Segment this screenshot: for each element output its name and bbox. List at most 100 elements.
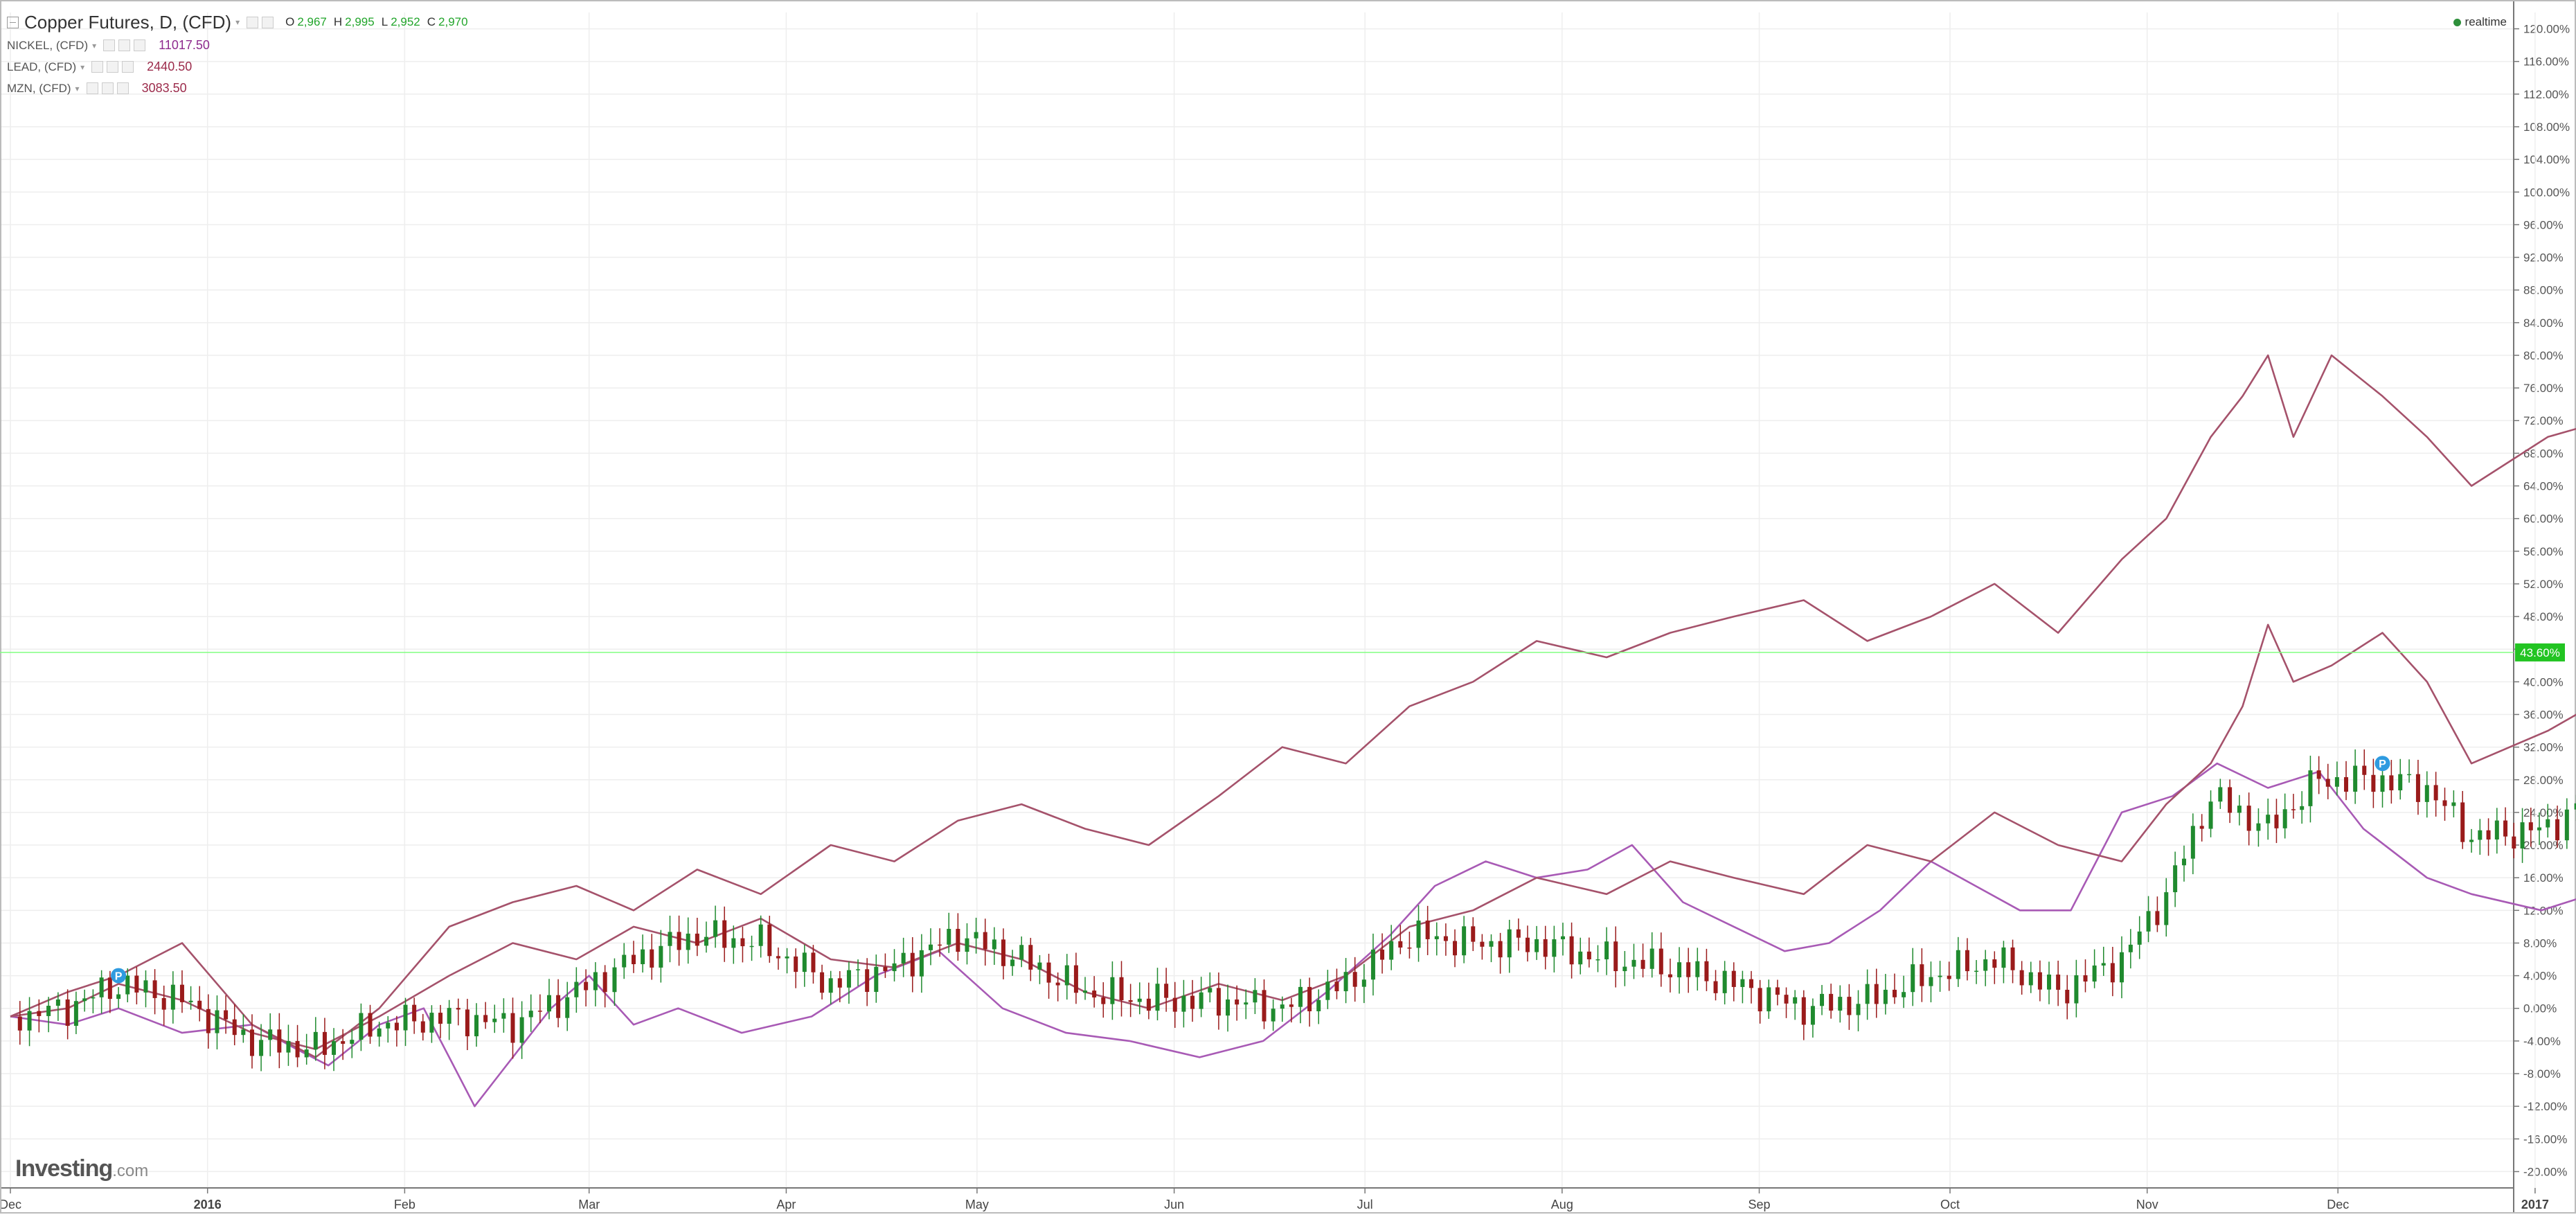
- candle-body: [483, 1015, 488, 1022]
- candle-body: [2325, 779, 2330, 787]
- y-tick-label: 112.00%: [2523, 88, 2569, 101]
- mzn-hide-icon[interactable]: [101, 82, 114, 94]
- lead-caret-icon[interactable]: ▾: [80, 62, 85, 72]
- candle-body: [1046, 962, 1051, 983]
- candle-body: [1010, 959, 1015, 966]
- candle-body: [386, 1022, 391, 1029]
- candle-body: [286, 1040, 291, 1053]
- y-tick-label: 88.00%: [2523, 284, 2564, 297]
- candle-body: [2520, 822, 2525, 849]
- candle-body: [1334, 981, 1339, 992]
- y-tick-label: 84.00%: [2523, 317, 2564, 330]
- candle-body: [1208, 988, 1213, 993]
- candle-body: [2512, 836, 2516, 849]
- candle-body: [2037, 972, 2042, 990]
- candle-body: [134, 975, 139, 993]
- candle-body: [565, 997, 570, 1018]
- candle-body: [546, 995, 551, 1012]
- event-marker-label: P: [115, 971, 123, 983]
- hide-icon[interactable]: [262, 16, 274, 28]
- y-tick-label: 36.00%: [2523, 708, 2564, 721]
- candle-body: [1613, 941, 1618, 972]
- candle-body: [2199, 826, 2204, 829]
- candle-body: [892, 963, 897, 972]
- candle-body: [602, 972, 607, 993]
- event-marker-label: P: [2379, 758, 2386, 770]
- candle-body: [574, 981, 579, 997]
- candle-body: [1019, 945, 1024, 960]
- lead-symbol-label: LEAD, (CFD): [7, 60, 77, 73]
- candle-body: [2137, 931, 2142, 945]
- candle-body: [259, 1040, 264, 1056]
- main-series-caret-icon[interactable]: ▾: [235, 17, 240, 27]
- candle-body: [802, 952, 807, 972]
- candle-body: [501, 1013, 506, 1019]
- legend-row-nickel[interactable]: NICKEL, (CFD) ▾ 11017.50: [7, 35, 475, 56]
- y-tick-label: 92.00%: [2523, 251, 2564, 265]
- candle-body: [179, 984, 184, 1002]
- candle-body: [1092, 991, 1097, 998]
- candle-body: [170, 984, 175, 1010]
- candle-body: [332, 1041, 337, 1055]
- candle-body: [2574, 803, 2576, 810]
- candle-body: [161, 997, 166, 1010]
- candle-body: [528, 1011, 533, 1018]
- candle-body: [1416, 921, 1421, 948]
- series-line-lead: [10, 354, 2576, 1058]
- legend-row-lead[interactable]: LEAD, (CFD) ▾ 2440.50: [7, 56, 475, 78]
- candle-body: [1686, 962, 1691, 977]
- candle-body: [883, 966, 888, 972]
- candle-body: [1865, 984, 1870, 1004]
- investing-logo: Investing.com: [15, 1155, 148, 1182]
- candle-body: [368, 1013, 373, 1037]
- candle-body: [947, 929, 951, 945]
- candle-body: [1370, 949, 1375, 980]
- candle-body: [767, 924, 772, 957]
- candle-body: [584, 981, 589, 991]
- lead-remove-icon[interactable]: [122, 61, 134, 73]
- collapse-legend-icon[interactable]: [7, 16, 19, 28]
- x-tick-label: Oct: [1940, 1198, 1960, 1211]
- lead-settings-icon[interactable]: [91, 61, 104, 73]
- mzn-caret-icon[interactable]: ▾: [75, 83, 80, 94]
- candle-body: [1847, 997, 1852, 1015]
- candle-body: [1471, 926, 1476, 942]
- candle-body: [1731, 970, 1736, 987]
- mzn-settings-icon[interactable]: [86, 82, 98, 94]
- candle-body: [1110, 977, 1115, 1004]
- y-tick-label: 24.00%: [2523, 806, 2564, 819]
- candle-body: [2353, 765, 2358, 792]
- candle-body: [612, 967, 617, 993]
- y-tick-label: -12.00%: [2523, 1100, 2567, 1113]
- candle-body: [1793, 997, 1798, 1004]
- mzn-remove-icon[interactable]: [116, 82, 129, 94]
- candle-body: [1037, 962, 1042, 970]
- candle-body: [1398, 941, 1403, 948]
- lead-hide-icon[interactable]: [107, 61, 119, 73]
- candle-body: [2564, 809, 2569, 841]
- candle-body: [2010, 947, 2015, 970]
- candle-body: [1226, 999, 1231, 1016]
- y-tick-label: 32.00%: [2523, 741, 2564, 754]
- candle-body: [2555, 819, 2560, 841]
- x-tick-label: Dec: [0, 1198, 21, 1211]
- candle-body: [2546, 819, 2550, 828]
- nickel-settings-icon[interactable]: [103, 39, 116, 51]
- y-tick-label: 20.00%: [2523, 839, 2564, 852]
- candle-body: [1658, 948, 1663, 975]
- candle-body: [359, 1013, 364, 1040]
- candle-body: [1190, 995, 1195, 1009]
- candle-body: [2308, 770, 2313, 806]
- candle-body: [1667, 974, 1672, 977]
- settings-icon[interactable]: [247, 16, 259, 28]
- candle-body: [740, 938, 745, 947]
- candle-body: [1749, 979, 1754, 988]
- nickel-remove-icon[interactable]: [134, 39, 146, 51]
- candle-body: [668, 932, 672, 946]
- legend-row-mzn[interactable]: MZN, (CFD) ▾ 3083.50: [7, 78, 475, 99]
- candle-body: [2056, 974, 2061, 990]
- nickel-caret-icon[interactable]: ▾: [92, 40, 97, 51]
- nickel-hide-icon[interactable]: [118, 39, 131, 51]
